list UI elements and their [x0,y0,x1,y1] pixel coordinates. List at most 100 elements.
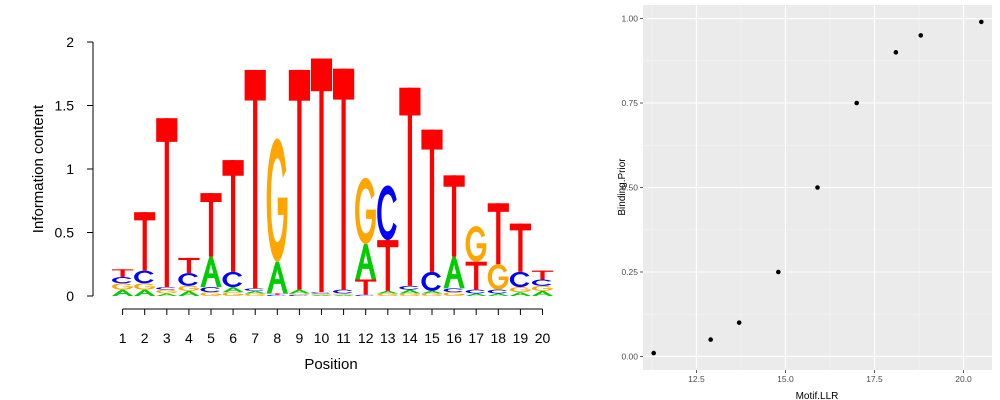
logo-letter-G [134,283,155,290]
logo-y-tick-label: 1.5 [55,98,75,114]
logo-letter-C [443,288,464,293]
logo-x-tick-label: 2 [141,330,149,346]
letter-T-stem [451,175,457,257]
logo-position-stack [178,257,200,296]
letter-A-shape [355,243,377,280]
logo-position-stack [112,269,134,296]
logo-letter-T [487,203,509,265]
scatter-points [651,19,984,356]
logo-letter-G [310,293,332,295]
logo-letter-A [377,290,399,294]
scatter-point [854,100,859,106]
logo-x-tick-label: 10 [314,330,330,346]
logo-position-stack [134,212,156,296]
letter-T-stem [319,58,324,293]
logo-position-stack [156,118,178,296]
logo-position-stack [222,160,244,296]
logo-position-stack [266,138,288,296]
letter-C-shape [178,273,198,286]
logo-letter-T [112,269,134,277]
letter-G-shape [266,138,288,262]
logo-letter-T [266,293,288,295]
logo-letter-C [509,271,530,288]
logo-position-stack [531,270,554,296]
letter-T-stem [363,279,368,295]
logo-letter-G [421,293,443,296]
logo-position-stack [399,87,421,296]
logo-letter-T [288,69,310,290]
letter-A-shape [487,293,509,296]
logo-letter-C [244,288,265,291]
logo-letter-C [333,289,353,294]
logo-x-tick-label: 6 [229,330,237,346]
letter-G-shape [112,283,133,290]
logo-letter-G [266,138,288,262]
logo-letter-C [112,276,132,284]
logo-letter-G [112,283,133,290]
logo-letter-G [200,292,222,296]
letter-T-stem [230,160,236,272]
logo-x-tick-label: 3 [163,330,171,346]
letter-G-shape [377,293,398,296]
scatter-y-axis-title: Binding.Prior [617,158,628,216]
sequence-logo-chart: 00.511.521 2 3 4 5 6 7 8 9 10 11 12 13 14 15 16 17 18 19 20… [30,34,554,373]
logo-letter-C [465,289,486,294]
letter-A-shape [112,289,134,296]
scatter-x-tick-label: 15.0 [777,374,794,384]
logo-letter-A [288,289,310,294]
logo-letter-A [310,294,333,296]
scatter-axes: 12.5 15.0 17.5 20.0 0.00 0.25 0.50 0.75 1.00 [621,14,972,384]
scatter-x-axis-title: Motif.LLR [796,391,839,400]
logo-position-stack [288,69,310,296]
logo-position-stack [465,226,487,296]
letter-G-shape [156,289,177,294]
scatter-x-tick-label: 12.5 [688,374,705,384]
scatter-point [708,337,713,342]
logo-y-tick-label: 0 [66,288,74,304]
logo-position-stack [244,69,266,296]
logo-letter-C [355,294,375,296]
letter-G-shape [244,293,266,296]
logo-letter-G [443,292,465,296]
logo-y-tick-label: 1 [66,161,74,177]
letter-T-stem [275,293,280,295]
letter-C-shape [288,294,309,296]
logo-position-stack [509,223,531,296]
logo-letter-G [288,293,310,295]
logo-letter-A [465,293,487,296]
logo-x-tick-label: 19 [513,330,529,346]
letter-A-shape [244,290,266,294]
logo-letter-A [244,290,266,294]
scatter-y-tick-label: 0.50 [621,183,638,193]
letter-C-shape [509,271,530,288]
letter-A-shape [288,289,310,294]
logo-letter-G [156,289,177,294]
scatter-y-tick-label: 0.00 [621,351,638,361]
letter-T-stem [385,240,390,291]
letter-G-shape [443,292,465,296]
logo-letter-C [377,185,397,241]
letter-T-stem [518,223,523,272]
logo-x-tick-label: 17 [468,330,484,346]
logo-letter-G [355,177,376,244]
logo-letter-C [531,279,552,286]
logo-axes: 00.511.521 2 3 4 5 6 7 8 9 10 11 12 13 14 15 16 17 18 19 20 [55,34,551,346]
logo-x-axis-title: Position [304,356,357,373]
logo-letter-G [178,285,200,291]
logo-letter-G [399,293,421,296]
letter-A-shape [443,256,465,289]
letter-G-shape [355,177,376,244]
logo-letter-T [355,279,377,295]
letter-C-shape [310,292,331,294]
logo-letter-T [333,68,355,290]
logo-x-tick-label: 7 [251,330,259,346]
letter-C-shape [134,270,154,284]
logo-letter-T [244,69,266,289]
letter-A-shape [377,290,399,294]
letter-G-shape [399,293,421,296]
letter-A-shape [310,294,333,296]
letter-C-shape [200,287,220,293]
logo-letter-C [200,287,220,293]
letter-C-shape [421,271,441,291]
logo-letter-A [200,256,222,288]
